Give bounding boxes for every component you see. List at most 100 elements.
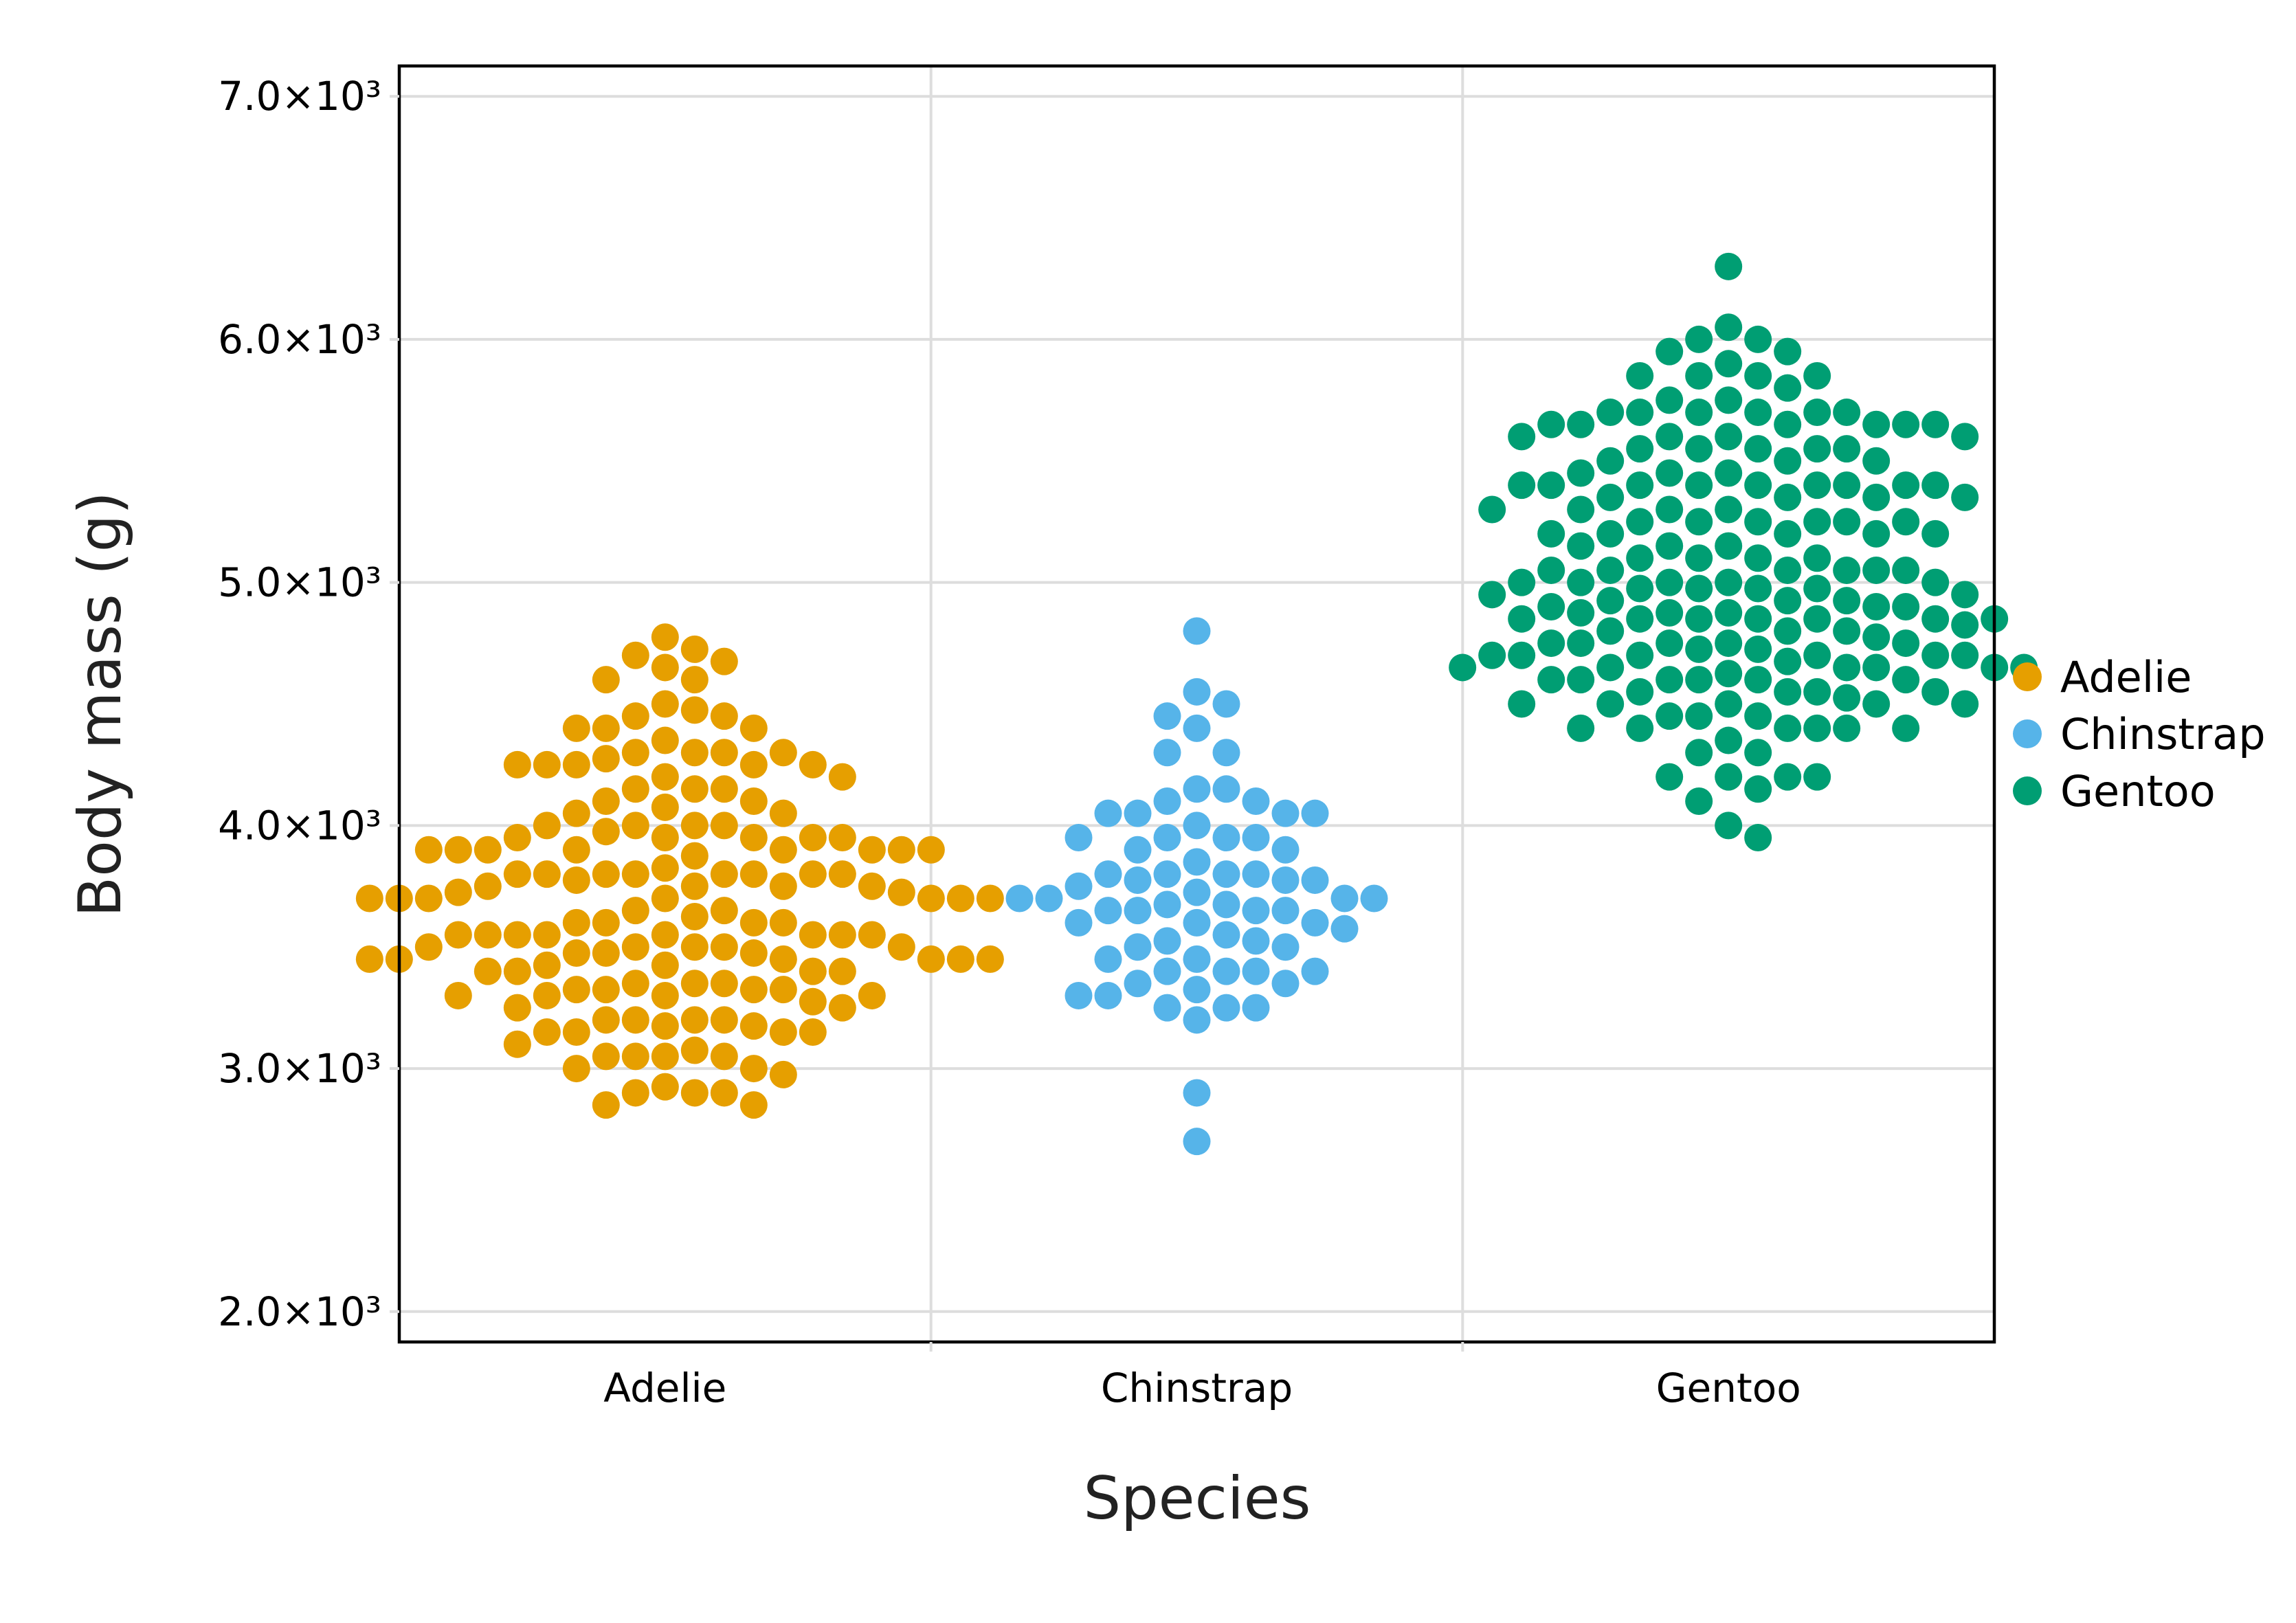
data-point — [1508, 605, 1536, 633]
data-point — [651, 653, 679, 682]
data-point — [503, 824, 531, 852]
data-point — [1744, 824, 1772, 852]
data-point — [1183, 678, 1211, 706]
data-point — [917, 884, 945, 913]
data-point — [592, 666, 620, 694]
data-point — [1153, 702, 1181, 730]
data-point — [887, 933, 915, 961]
data-point — [1626, 714, 1654, 742]
data-point — [562, 714, 590, 742]
data-point — [1685, 361, 1713, 390]
data-point — [1715, 532, 1743, 560]
data-point — [1951, 423, 1979, 451]
data-point — [1803, 641, 1831, 669]
data-point — [562, 908, 590, 937]
data-point — [1212, 921, 1240, 949]
data-point — [1301, 908, 1329, 937]
data-point — [1567, 629, 1595, 658]
data-point — [1508, 690, 1536, 718]
data-point — [533, 951, 561, 979]
data-point — [562, 1018, 590, 1046]
data-point — [444, 981, 472, 1009]
data-point — [592, 714, 620, 742]
data-point — [1596, 519, 1625, 548]
data-point — [1271, 836, 1300, 864]
data-point — [1271, 799, 1300, 827]
data-point — [680, 872, 709, 900]
data-point — [680, 903, 709, 930]
data-point — [769, 836, 797, 864]
data-point — [1774, 337, 1802, 366]
data-point — [858, 836, 886, 864]
data-point — [739, 860, 768, 888]
data-point — [769, 976, 797, 1004]
data-point — [1124, 799, 1152, 827]
y-tick-label: 3.0×10³ — [218, 1045, 381, 1092]
x-axis-ticks: Adelie Chinstrap Gentoo — [603, 1342, 1801, 1411]
data-point — [710, 775, 738, 803]
data-point — [1153, 739, 1181, 767]
data-point — [1862, 556, 1891, 584]
data-point — [1715, 252, 1743, 280]
data-point — [1892, 556, 1920, 584]
legend-label: Gentoo — [2060, 766, 2216, 816]
data-point — [828, 824, 856, 852]
data-point — [1656, 532, 1684, 560]
legend: Adelie Chinstrap Gentoo — [2013, 652, 2266, 816]
data-point — [651, 763, 679, 791]
data-point — [1656, 598, 1684, 627]
data-point — [769, 945, 797, 973]
data-point — [769, 1018, 797, 1046]
data-point — [1744, 361, 1772, 390]
data-point — [1862, 653, 1891, 682]
data-point — [562, 1055, 590, 1083]
data-point — [1892, 666, 1920, 694]
data-point — [1862, 483, 1891, 511]
data-point — [1892, 593, 1920, 621]
data-point — [976, 884, 1004, 913]
data-point — [1567, 598, 1595, 627]
data-point — [1715, 495, 1743, 524]
data-point — [1833, 435, 1861, 463]
data-point — [1892, 508, 1920, 536]
data-point — [592, 860, 620, 888]
data-point — [592, 745, 620, 773]
data-point — [1656, 337, 1684, 366]
data-point — [1833, 508, 1861, 536]
data-point — [1478, 495, 1506, 524]
data-point — [533, 750, 561, 779]
y-tick-label: 5.0×10³ — [218, 559, 381, 606]
data-point — [1065, 908, 1093, 937]
data-point — [1803, 435, 1831, 463]
data-point — [1094, 981, 1122, 1009]
data-points — [355, 252, 2038, 1156]
data-point — [799, 957, 827, 985]
data-point — [1951, 641, 1979, 669]
data-point — [710, 933, 738, 961]
data-point — [592, 1006, 620, 1034]
data-point — [1242, 994, 1270, 1022]
data-point — [651, 884, 679, 913]
data-point — [621, 860, 649, 888]
data-point — [1183, 1006, 1211, 1034]
data-point — [680, 842, 709, 870]
data-point — [1892, 629, 1920, 658]
data-point — [1803, 508, 1831, 536]
data-point — [1183, 812, 1211, 840]
x-tick-label: Chinstrap — [1101, 1365, 1293, 1411]
data-point — [473, 957, 502, 985]
data-point — [651, 921, 679, 949]
data-point — [1153, 891, 1181, 919]
data-point — [1862, 623, 1891, 651]
data-point — [1537, 629, 1565, 658]
data-point — [1744, 508, 1772, 536]
data-point — [946, 884, 974, 913]
data-point — [1833, 617, 1861, 645]
data-point — [503, 750, 531, 779]
data-point — [828, 921, 856, 949]
data-point — [414, 836, 443, 864]
data-point — [1212, 775, 1240, 803]
y-tick-label: 2.0×10³ — [218, 1288, 381, 1335]
data-point — [1183, 1079, 1211, 1107]
data-point — [710, 970, 738, 998]
